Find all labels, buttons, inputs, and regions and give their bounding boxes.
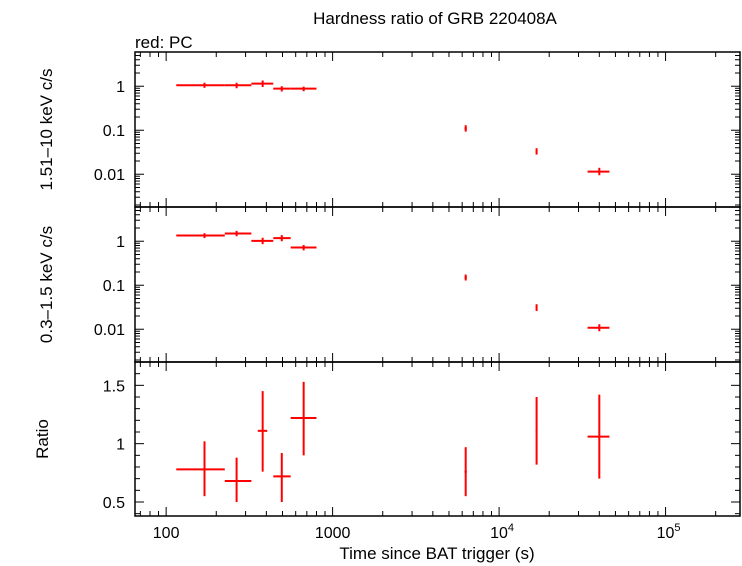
y-tick-label: 0.01 [94, 322, 125, 339]
y-tick-label: 1 [116, 437, 125, 454]
data-point [464, 274, 467, 281]
chart-title: Hardness ratio of GRB 220408A [313, 9, 557, 28]
panels-layer: 1 0.1 0.01 1.51–10 keV c/s 1 0.1 0.01 0.3–1.5 k… [33, 51, 741, 542]
data-point [587, 324, 610, 332]
x-tick-label: 104 [490, 522, 514, 542]
data-point [290, 86, 317, 92]
y-tick-label: 0.1 [103, 278, 125, 295]
panel-frame [134, 51, 741, 208]
data-point [251, 237, 274, 245]
panel-ratio: 1.5 1 0.5 Ratio [33, 361, 741, 517]
y-tick-label: 0.1 [103, 123, 125, 140]
data-point [464, 125, 467, 132]
data-point [176, 441, 225, 497]
data-point [587, 167, 610, 176]
y-tick-label: 0.01 [94, 167, 125, 184]
x-tick-exponent: 5 [674, 522, 680, 534]
data-point [464, 447, 467, 497]
x-tick-label: 1000 [315, 525, 351, 542]
data-point [535, 148, 538, 155]
data-point [587, 394, 610, 479]
data-point [290, 381, 317, 456]
panel-frame [134, 206, 741, 363]
y-tick-label: 1 [116, 234, 125, 251]
x-tick-label: 105 [657, 522, 681, 542]
y-axis-label: Ratio [33, 419, 52, 459]
x-tick-label: 100 [153, 525, 180, 542]
data-point [535, 304, 538, 311]
y-tick-label: 0.5 [103, 495, 125, 512]
data-point [224, 230, 252, 237]
data-point [273, 235, 291, 242]
data-point [535, 397, 538, 465]
x-axis-label: Time since BAT trigger (s) [339, 544, 534, 563]
x-tick-exponent: 4 [508, 522, 514, 534]
data-point [251, 80, 274, 88]
data-point [290, 245, 317, 251]
y-tick-label: 1 [116, 79, 125, 96]
data-point [176, 82, 225, 88]
panel-frame [134, 361, 741, 517]
data-point [224, 457, 252, 502]
data-point [273, 453, 291, 502]
legend-note: red: PC [135, 33, 193, 52]
y-axis-label: 1.51–10 keV c/s [37, 69, 56, 191]
y-axis-label: 0.3–1.5 keV c/s [37, 226, 56, 343]
data-point [257, 391, 268, 472]
panel-soft-band: 1 0.1 0.01 0.3–1.5 keV c/s [37, 206, 741, 363]
data-point [224, 82, 252, 89]
y-tick-label: 1.5 [103, 378, 125, 395]
panel-hard-band: 1 0.1 0.01 1.51–10 keV c/s [37, 51, 741, 208]
data-point [176, 233, 225, 239]
data-point [273, 86, 291, 92]
